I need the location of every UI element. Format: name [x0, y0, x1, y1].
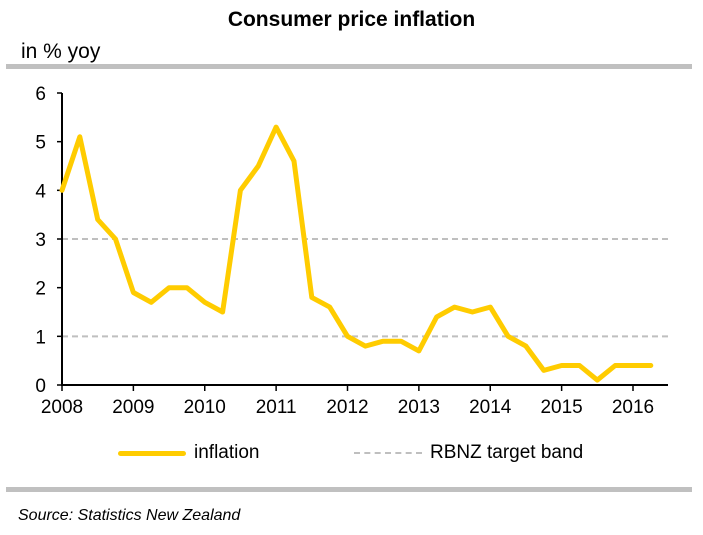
y-tick-label: 2: [35, 279, 46, 300]
x-tick-label: 2013: [398, 397, 440, 418]
x-tick-labels: 2008 2009 2010 2011 2012 2013 2014 2015 2016: [41, 397, 654, 418]
legend-swatch-target-band: [354, 452, 422, 454]
x-tick-label: 2012: [326, 397, 368, 418]
y-tick-label: 4: [35, 181, 46, 202]
chart-plot: 0 1 2 3 4 5 6 2008 2009 2010 2011 2012 2013 2014 2015…: [35, 84, 668, 418]
inflation-series: [59, 124, 654, 383]
legend-label-target-band: RBNZ target band: [430, 442, 584, 463]
chart-title: Consumer price inflation: [227, 8, 476, 31]
legend-item-target-band: RBNZ target band: [354, 442, 583, 464]
y-tick-labels: 0 1 2 3 4 5 6: [35, 84, 46, 397]
y-tick-label: 1: [35, 327, 46, 348]
legend-label-inflation: inflation: [194, 442, 260, 463]
y-tick-label: 5: [35, 133, 46, 154]
source-note: Source: Statistics New Zealand: [18, 507, 241, 524]
x-tick-label: 2015: [540, 397, 582, 418]
y-tick-label: 0: [35, 376, 46, 397]
y-tick-label: 3: [35, 230, 46, 251]
bottom-divider: [6, 487, 692, 492]
x-tick-label: 2010: [184, 397, 226, 418]
legend-item-inflation: inflation: [118, 442, 260, 464]
x-tick-label: 2009: [112, 397, 154, 418]
target-band-lines: [62, 238, 668, 338]
x-tick-label: 2008: [41, 397, 83, 418]
y-tick-label: 6: [35, 84, 46, 105]
top-divider: [6, 64, 692, 69]
y-axis-label: in % yoy: [21, 40, 101, 63]
legend-swatch-inflation: [118, 450, 186, 456]
legend: inflation RBNZ target band: [0, 442, 703, 466]
x-tick-label: 2016: [612, 397, 654, 418]
inflation-line: [59, 124, 654, 383]
x-tick-label: 2014: [469, 397, 512, 418]
x-tick-label: 2011: [256, 397, 297, 418]
